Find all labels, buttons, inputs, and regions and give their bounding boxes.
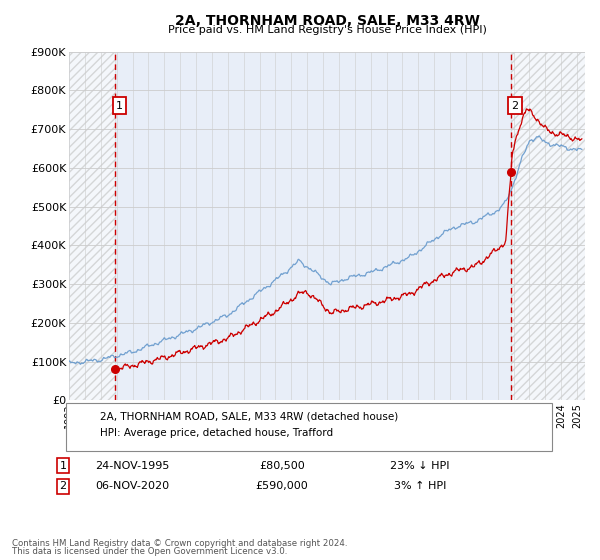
Text: 23% ↓ HPI: 23% ↓ HPI [390, 461, 450, 471]
Text: 3% ↑ HPI: 3% ↑ HPI [394, 481, 446, 491]
Text: Price paid vs. HM Land Registry's House Price Index (HPI): Price paid vs. HM Land Registry's House … [167, 25, 487, 35]
Text: This data is licensed under the Open Government Licence v3.0.: This data is licensed under the Open Gov… [12, 547, 287, 556]
Text: 2A, THORNHAM ROAD, SALE, M33 4RW: 2A, THORNHAM ROAD, SALE, M33 4RW [175, 14, 479, 28]
Text: £590,000: £590,000 [256, 481, 308, 491]
Text: 06-NOV-2020: 06-NOV-2020 [95, 481, 169, 491]
Bar [511, 52, 585, 400]
Text: 2A, THORNHAM ROAD, SALE, M33 4RW (detached house): 2A, THORNHAM ROAD, SALE, M33 4RW (detach… [100, 411, 398, 421]
Text: £80,500: £80,500 [259, 461, 305, 471]
Bar [69, 52, 115, 400]
Text: 24-NOV-1995: 24-NOV-1995 [95, 461, 169, 471]
Text: 2: 2 [59, 481, 67, 491]
Text: HPI: Average price, detached house, Trafford: HPI: Average price, detached house, Traf… [100, 428, 334, 438]
Text: 1: 1 [116, 101, 123, 110]
Text: 1: 1 [59, 461, 67, 471]
Text: Contains HM Land Registry data © Crown copyright and database right 2024.: Contains HM Land Registry data © Crown c… [12, 539, 347, 548]
Text: 2: 2 [512, 101, 518, 110]
